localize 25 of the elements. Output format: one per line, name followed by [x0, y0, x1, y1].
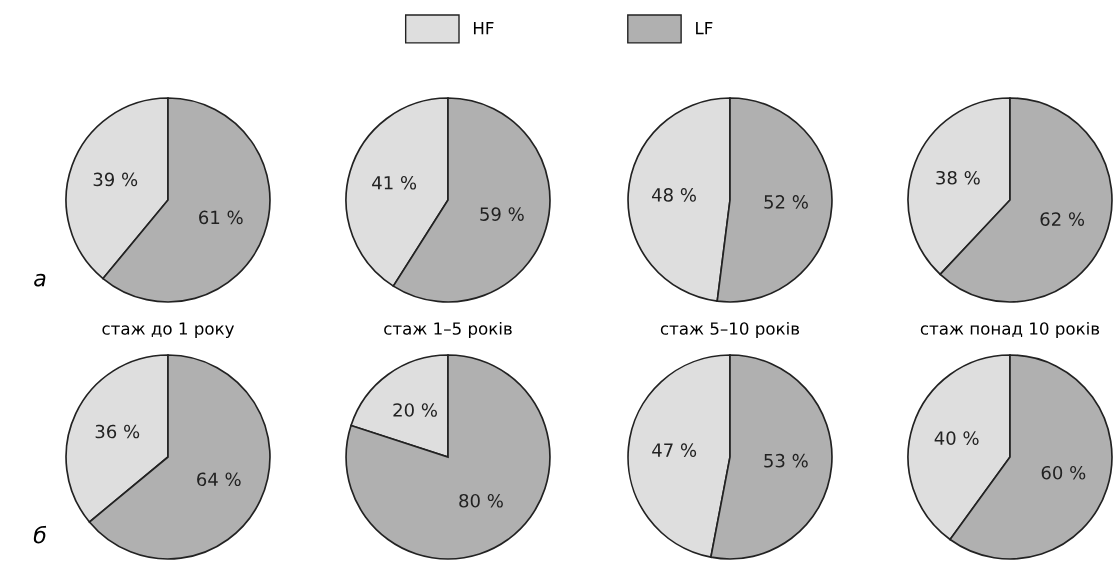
data-label: 61 % [199, 210, 243, 225]
data-label: 38 % [936, 170, 980, 185]
legend-label: HF [473, 22, 494, 35]
data-label: 40 % [934, 431, 979, 445]
data-label: 62 % [1040, 212, 1085, 226]
data-label: 52 % [764, 195, 808, 209]
text: стаж понад 10 років [920, 321, 1100, 339]
pie-slice [345, 354, 551, 560]
data-label: 36 % [95, 424, 140, 439]
data-label: 47 % [652, 443, 697, 457]
data-label: 64 % [197, 472, 241, 487]
text: стаж 1–5 років [384, 321, 512, 339]
text: а [34, 273, 46, 287]
legend-label: LF [696, 22, 713, 35]
text: б [33, 525, 47, 544]
data-label: 80 % [459, 493, 503, 508]
data-label: 39 % [93, 172, 138, 187]
data-label: 59 % [480, 207, 524, 221]
data-label: 48 % [651, 188, 696, 202]
data-label: 60 % [1041, 465, 1086, 480]
data-label: 41 % [372, 175, 417, 190]
data-label: 20 % [393, 403, 437, 417]
data-label: 53 % [764, 453, 808, 468]
text: стаж 5–10 років [660, 321, 800, 339]
text: стаж до 1 року [102, 322, 235, 339]
